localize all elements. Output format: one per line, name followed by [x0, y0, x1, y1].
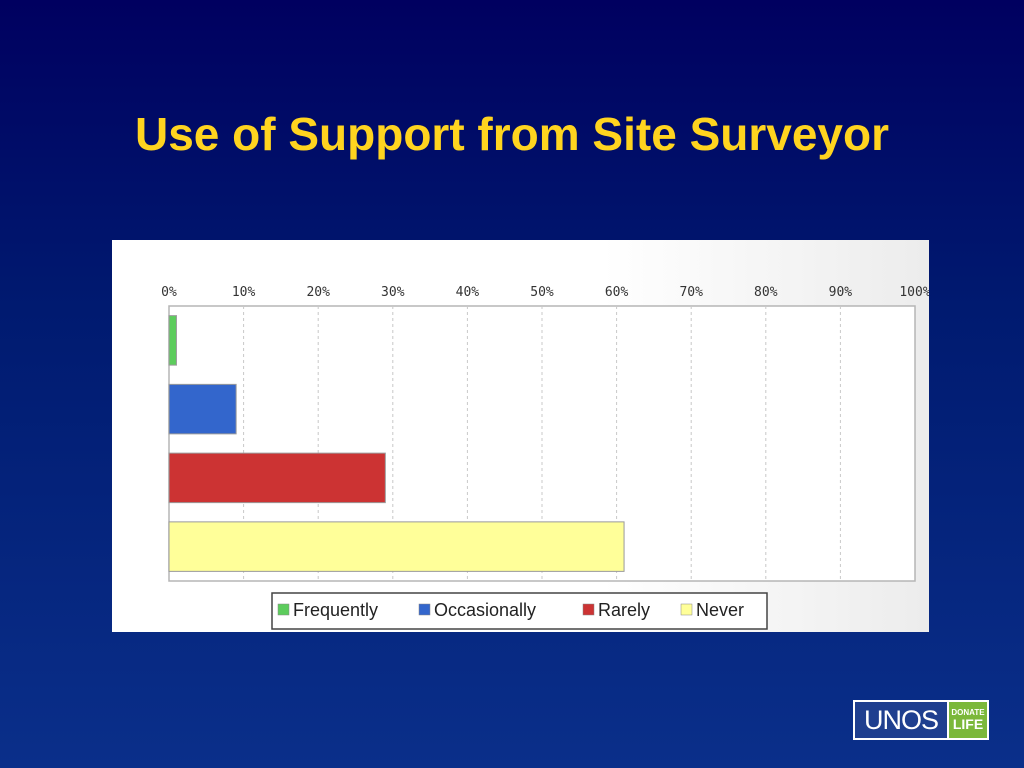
donate-label: DONATE — [951, 708, 985, 717]
legend-swatch-frequently — [277, 603, 290, 616]
life-label: LIFE — [952, 716, 984, 732]
legend-label-occasionally: Occasionally — [434, 600, 536, 620]
legend-label-frequently: Frequently — [293, 600, 378, 620]
unos-logo-text: UNOS — [855, 702, 949, 738]
bar-frequently — [168, 315, 177, 366]
x-tick-label: 80% — [754, 285, 778, 300]
x-tick-label: 30% — [381, 285, 405, 300]
donate-life-badge: DONATE LIFE — [949, 702, 987, 738]
bar-chart: 0% 10% 20% 30% 40% 50% 60% 70% 80% 90% 100% Frequen… — [161, 285, 929, 630]
x-tick-label: 20% — [306, 285, 330, 300]
legend-swatch-occasionally — [418, 603, 431, 616]
x-tick-label: 100% — [899, 285, 929, 300]
bar-never — [168, 521, 625, 572]
legend-label-rarely: Rarely — [598, 600, 650, 620]
x-tick-label: 10% — [232, 285, 256, 300]
x-tick-label: 90% — [829, 285, 853, 300]
bar-rarely — [168, 452, 386, 504]
x-tick-label: 0% — [161, 285, 177, 300]
x-tick-label: 70% — [679, 285, 703, 300]
bar-occasionally — [168, 383, 237, 435]
x-tick-label: 40% — [456, 285, 480, 300]
unos-donate-life-logo: UNOS DONATE LIFE — [853, 700, 989, 740]
x-tick-label: 60% — [605, 285, 629, 300]
chart-panel: 0% 10% 20% 30% 40% 50% 60% 70% 80% 90% 100% Frequen… — [112, 240, 929, 632]
legend-swatch-never — [680, 603, 693, 616]
legend-swatch-rarely — [582, 603, 595, 616]
slide-title: Use of Support from Site Surveyor — [134, 108, 889, 160]
legend-label-never: Never — [696, 600, 744, 620]
x-tick-label: 50% — [530, 285, 554, 300]
